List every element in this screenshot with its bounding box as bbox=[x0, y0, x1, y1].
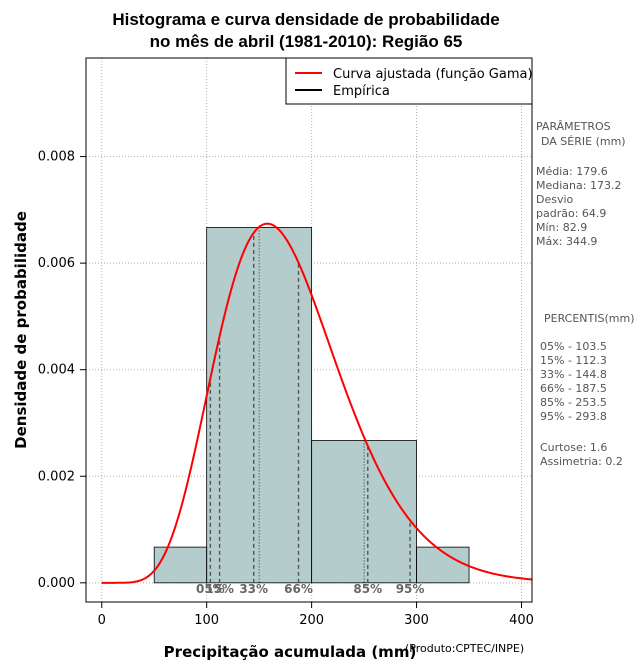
x-tick-label-1: 100 bbox=[194, 613, 219, 628]
percentile-label-95%: 95% bbox=[396, 582, 425, 596]
percentile-lines bbox=[209, 232, 411, 583]
param-mediana: Mediana: 173.2 bbox=[536, 179, 621, 192]
percentil-15: 15% - 112.3 bbox=[540, 354, 607, 367]
curtose: Curtose: 1.6 bbox=[540, 441, 607, 454]
x-tick-label-3: 300 bbox=[404, 613, 429, 628]
percentil-33: 33% - 144.8 bbox=[540, 368, 607, 381]
y-tick-label-3: 0.006 bbox=[38, 256, 75, 271]
y-tick-label-2: 0.004 bbox=[38, 363, 75, 378]
chart-title-line-1: Histograma e curva densidade de probabil… bbox=[112, 10, 499, 29]
histogram-bar-2 bbox=[259, 227, 312, 583]
percentiles-panel: PERCENTIS(mm) 05% - 103.5 15% - 112.3 33… bbox=[540, 312, 635, 468]
series-parameters-panel: PARÂMETROS DA SÉRIE (mm) Média: 179.6 Me… bbox=[536, 120, 626, 248]
y-tick-label-4: 0.008 bbox=[38, 150, 75, 165]
percentile-label-33%: 33% bbox=[239, 582, 268, 596]
y-axis-label: Densidade de probabilidade bbox=[12, 211, 30, 449]
histogram-bar-0 bbox=[154, 547, 207, 583]
percentile-label-66%: 66% bbox=[284, 582, 313, 596]
legend-box bbox=[285, 57, 533, 105]
x-axis-label: Precipitação acumulada (mm) bbox=[164, 643, 417, 660]
x-tick-label-2: 200 bbox=[299, 613, 324, 628]
params-subtitle: DA SÉRIE (mm) bbox=[541, 135, 626, 148]
percentile-label-05%: 05% bbox=[196, 582, 225, 596]
y-tick-label-0: 0.000 bbox=[38, 576, 75, 591]
percentile-label-15%: 15% bbox=[205, 582, 234, 596]
param-max: Máx: 344.9 bbox=[536, 235, 597, 248]
legend-label-fitted: Curva ajustada (função Gama) bbox=[333, 67, 533, 82]
percentile-labels: 05%15% 33% 66% 85% 95% bbox=[196, 582, 424, 596]
x-axis: 0 100 200 300 400 bbox=[98, 602, 534, 628]
params-title: PARÂMETROS bbox=[536, 120, 611, 133]
param-desvio-label: Desvio bbox=[536, 193, 574, 206]
percentile-label-85%: 85% bbox=[353, 582, 382, 596]
param-min: Mín: 82.9 bbox=[536, 221, 587, 234]
x-tick-label-4: 400 bbox=[509, 613, 534, 628]
gamma-curve-path bbox=[101, 222, 533, 584]
param-desvio-value: padrão: 64.9 bbox=[536, 207, 606, 220]
product-credit: (Produto:CPTEC/INPE) bbox=[405, 642, 524, 655]
histogram-bar-3 bbox=[311, 440, 365, 583]
histogram-bars bbox=[153, 227, 470, 584]
percentil-95: 95% - 293.8 bbox=[540, 410, 607, 423]
percentil-05: 05% - 103.5 bbox=[540, 340, 607, 353]
x-tick-label-0: 0 bbox=[98, 613, 106, 628]
chart-title-line-2: no mês de abril (1981-2010): Região 65 bbox=[150, 32, 463, 51]
legend: Curva ajustada (função Gama) Empírica bbox=[285, 57, 533, 105]
gamma-curve bbox=[101, 222, 533, 584]
percentil-85: 85% - 253.5 bbox=[540, 396, 607, 409]
percentis-title: PERCENTIS(mm) bbox=[544, 312, 635, 325]
y-axis: 0.000 0.002 0.004 0.006 0.008 bbox=[38, 150, 86, 591]
y-tick-label-1: 0.002 bbox=[38, 469, 75, 484]
assimetria: Assimetria: 0.2 bbox=[540, 455, 623, 468]
legend-label-empirical: Empírica bbox=[333, 84, 390, 99]
histogram-bar-outline-5 bbox=[416, 546, 470, 584]
param-media: Média: 179.6 bbox=[536, 165, 608, 178]
percentil-66: 66% - 187.5 bbox=[540, 382, 607, 395]
histogram-bar-4 bbox=[364, 440, 417, 583]
